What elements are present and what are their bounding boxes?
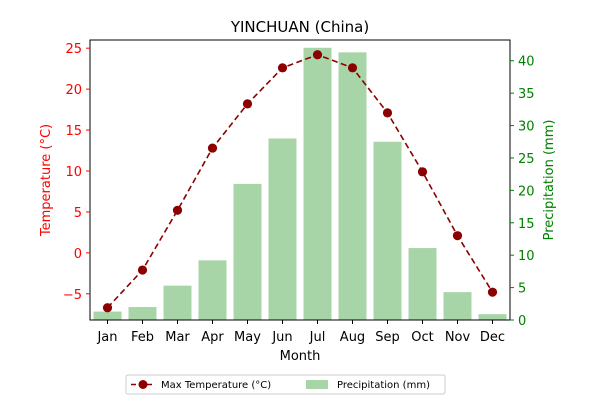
precip-bar-aug <box>338 52 367 320</box>
precip-bar-nov <box>443 292 472 320</box>
temperature-point-jan <box>102 303 113 313</box>
right-tick-label: 40 <box>518 55 535 70</box>
right-tick-label: 25 <box>518 152 535 167</box>
x-tick-label-apr: Apr <box>201 330 224 345</box>
precip-bar-sep <box>373 141 402 320</box>
temperature-point-dec <box>487 287 498 297</box>
axes-layer: Jan Feb Mar Apr May Jun Jul Aug Sep Oct Nov Dec −5 0 5… <box>63 39 535 345</box>
precip-bar-dec <box>478 314 507 320</box>
left-axis-title: Temperature (°C) <box>39 124 54 237</box>
precip-bar-oct <box>408 248 437 320</box>
right-tick-label: 35 <box>518 87 535 102</box>
left-tick-label: 5 <box>74 206 82 221</box>
x-tick-label-sep: Sep <box>375 330 400 345</box>
precip-bar-jul <box>303 47 332 321</box>
legend-label-temperature: Max Temperature (°C) <box>161 380 271 391</box>
x-tick-label-dec: Dec <box>480 330 505 345</box>
precip-bar-may <box>233 183 262 320</box>
right-tick-label: 30 <box>518 120 535 135</box>
left-tick-label: 10 <box>65 165 82 180</box>
temperature-point-jul <box>312 50 323 60</box>
temperature-point-aug <box>347 63 358 73</box>
precip-bar-mar <box>163 285 192 320</box>
right-tick-label: 10 <box>518 249 535 264</box>
precip-bar-jun <box>268 138 297 320</box>
x-tick-label-may: May <box>234 330 261 345</box>
legend-frame <box>125 374 446 395</box>
x-axis-title: Month <box>280 349 321 364</box>
x-tick-label-jul: Jul <box>309 330 326 345</box>
legend-label-precipitation: Precipitation (mm) <box>337 380 430 391</box>
bars-layer <box>93 47 507 321</box>
right-tick-label: 0 <box>518 314 526 329</box>
left-tick-label: 25 <box>65 42 82 57</box>
temperature-point-apr <box>207 143 218 153</box>
x-tick-label-jan: Jan <box>96 330 117 345</box>
x-tick-label-aug: Aug <box>340 330 365 345</box>
chart-title: YINCHUAN (China) <box>230 18 369 36</box>
x-tick-label-jun: Jun <box>271 330 292 345</box>
temperature-point-oct <box>417 167 428 177</box>
temperature-point-may <box>242 99 253 109</box>
temperature-point-sep <box>382 108 393 118</box>
left-tick-label: 20 <box>65 83 82 98</box>
temperature-line <box>106 53 494 309</box>
x-tick-label-oct: Oct <box>411 330 433 345</box>
plot-frame <box>89 39 511 321</box>
temperature-point-mar <box>172 205 183 215</box>
temperature-point-jun <box>277 63 288 73</box>
left-tick-label: 0 <box>74 247 82 262</box>
x-tick-label-feb: Feb <box>131 330 154 345</box>
x-tick-label-nov: Nov <box>445 330 471 345</box>
temperature-point-feb <box>137 265 148 275</box>
left-tick-label: −5 <box>63 288 82 303</box>
legend-bar-swatch <box>306 380 328 389</box>
legend: Max Temperature (°C) Precipitation (mm) <box>125 374 446 395</box>
right-tick-label: 20 <box>518 184 535 199</box>
precip-bar-feb <box>128 307 157 320</box>
x-tick-label-mar: Mar <box>165 330 190 345</box>
temperature-point-nov <box>452 231 463 241</box>
right-tick-label: 5 <box>518 282 526 297</box>
precip-bar-apr <box>198 260 227 320</box>
precip-bar-jan <box>93 311 122 320</box>
line-layer <box>102 50 498 313</box>
right-axis-title: Precipitation (mm) <box>542 120 557 241</box>
right-tick-label: 15 <box>518 217 535 232</box>
legend-marker-swatch <box>138 380 148 389</box>
left-tick-label: 15 <box>65 124 82 139</box>
